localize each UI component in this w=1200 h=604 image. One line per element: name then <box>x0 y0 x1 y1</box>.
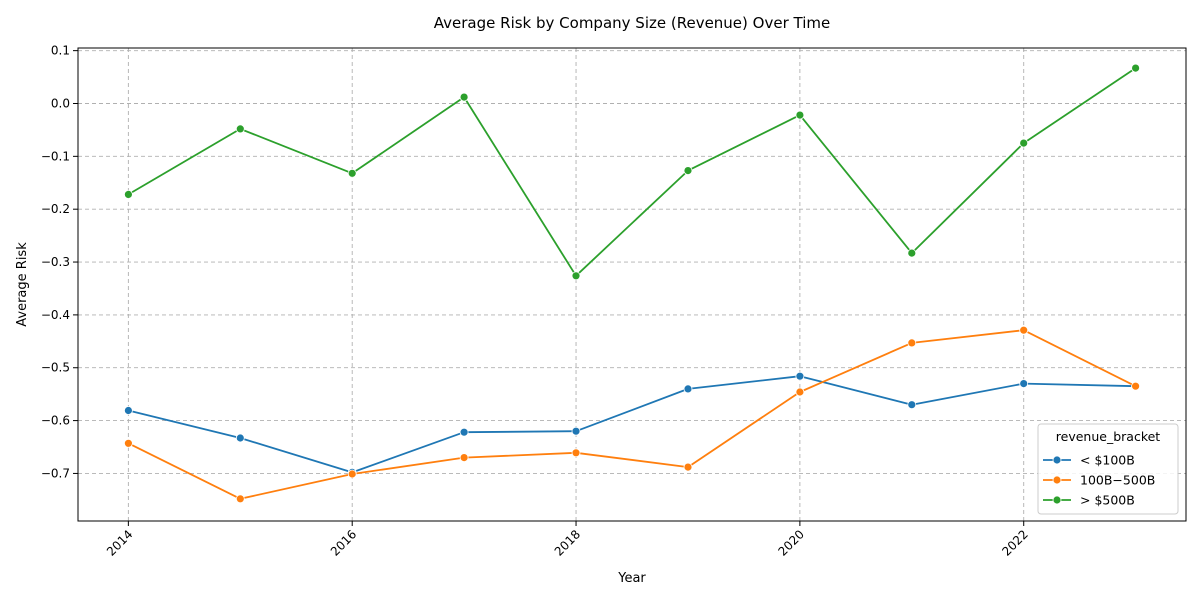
data-point <box>235 433 245 443</box>
legend-marker <box>1052 455 1062 465</box>
data-point <box>235 124 245 134</box>
data-point <box>795 110 805 120</box>
legend-box <box>1037 423 1179 515</box>
data-point <box>1019 138 1029 148</box>
x-axis: 2014 2016 2018 2020 2022 <box>104 521 1031 559</box>
data-point <box>571 426 581 436</box>
legend-items: < $100B 100B−500B > $500B <box>1043 453 1155 508</box>
data-point <box>459 427 469 437</box>
x-tick-label: 2020 <box>776 527 807 558</box>
series-line <box>128 375 1136 474</box>
y-tick-label: −0.7 <box>41 466 70 480</box>
data-point <box>1131 63 1140 73</box>
legend-marker <box>1052 495 1062 505</box>
series-2 <box>123 63 1140 281</box>
x-tick-label: 2016 <box>328 527 359 558</box>
y-tick-label: −0.5 <box>41 361 70 375</box>
y-tick-label: −0.4 <box>41 308 70 322</box>
legend-item-1: 100B−500B <box>1043 473 1155 488</box>
y-tick-label: −0.1 <box>41 149 70 163</box>
plot-area-frame <box>77 47 1187 522</box>
x-tick-label: 2022 <box>999 527 1030 558</box>
legend-item-0: < $100B <box>1043 453 1135 468</box>
data-point <box>1019 379 1029 389</box>
legend-item-2: > $500B <box>1043 493 1135 508</box>
data-point <box>123 189 133 199</box>
data-point <box>459 92 469 102</box>
y-tick-label: 0.0 <box>51 96 70 110</box>
y-tick-label: −0.3 <box>41 255 70 269</box>
data-point <box>235 494 245 504</box>
data-point <box>347 469 357 479</box>
data-point <box>123 438 133 448</box>
data-point <box>907 338 917 348</box>
data-point <box>1019 325 1029 335</box>
grid <box>78 48 1186 521</box>
data-point <box>347 168 357 178</box>
legend-label: > $500B <box>1080 493 1135 508</box>
data-point <box>907 400 917 410</box>
legend: revenue_bracket < $100B 100B−500B > $500B <box>1037 423 1179 515</box>
series-line <box>128 329 1137 500</box>
data-point <box>1131 381 1140 391</box>
data-point <box>795 371 805 381</box>
x-axis-label: Year <box>617 571 646 586</box>
legend-label: < $100B <box>1080 453 1135 468</box>
x-tick-label: 2018 <box>552 527 583 558</box>
series-1 <box>123 325 1140 504</box>
data-point <box>795 387 805 397</box>
data-point <box>683 462 693 472</box>
data-point <box>459 453 469 463</box>
legend-title: revenue_bracket <box>1056 429 1161 444</box>
x-tick-label: 2014 <box>104 527 135 558</box>
data-point <box>571 448 581 458</box>
y-axis-label: Average Risk <box>15 242 30 327</box>
series-layer <box>123 63 1140 504</box>
y-axis: 0.1 0.0 −0.1 −0.2 −0.3 −0.4 −0.5 −0.6 −0.7 <box>41 44 78 480</box>
y-tick-label: −0.2 <box>41 202 70 216</box>
data-point <box>683 384 693 394</box>
data-point <box>571 271 581 281</box>
y-tick-label: 0.1 <box>51 44 70 58</box>
y-tick-label: −0.6 <box>41 414 70 428</box>
legend-marker <box>1052 475 1062 485</box>
series-line <box>127 67 1137 277</box>
data-point <box>683 166 693 176</box>
chart-title: Average Risk by Company Size (Revenue) O… <box>434 14 830 32</box>
legend-label: 100B−500B <box>1080 473 1155 488</box>
data-point <box>907 248 917 258</box>
data-point <box>123 406 133 415</box>
